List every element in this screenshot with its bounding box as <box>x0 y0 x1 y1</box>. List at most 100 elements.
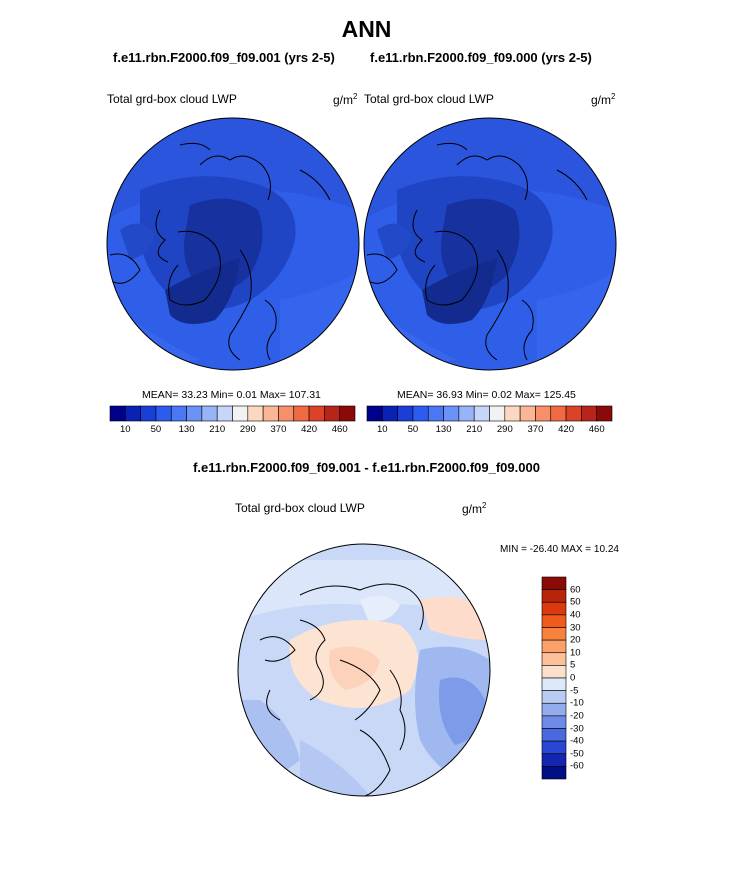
colorbar-swatch <box>581 405 597 422</box>
colorbar-tick-label: 130 <box>435 424 452 435</box>
figure-title: ANN <box>341 16 392 42</box>
colorbar-tick-label: 210 <box>209 424 226 435</box>
colorbar-tick-label: 420 <box>558 424 574 435</box>
colorbar-swatch <box>541 728 567 742</box>
colorbar-swatch <box>170 405 187 422</box>
colorbar-swatch <box>550 405 567 422</box>
map-right <box>363 117 617 371</box>
colorbar-left <box>109 405 356 422</box>
colorbar-tick-label: 210 <box>466 424 483 435</box>
panel-left-units: g/m2 <box>333 92 358 107</box>
colorbar-swatch <box>565 405 582 422</box>
colorbar-swatch <box>473 405 490 422</box>
colorbar-tick-label: 50 <box>570 596 581 608</box>
stats-right: MEAN= 36.93 Min= 0.02 Max= 125.45 <box>397 389 576 401</box>
colorbar-swatch <box>125 405 141 422</box>
coastlines-difference-icon <box>259 583 424 796</box>
colorbar-swatch <box>541 614 567 628</box>
colorbar-tick-label: 130 <box>178 424 195 435</box>
colorbar-swatch <box>186 405 203 422</box>
colorbar-tick-label: 460 <box>331 424 348 435</box>
colorbar-swatch <box>541 702 567 717</box>
panel-right-units: g/m2 <box>591 92 616 107</box>
colorbar-tick-label: 50 <box>150 424 162 435</box>
difference-variable: Total grd-box cloud LWP <box>235 501 365 515</box>
colorbar-swatch <box>519 405 536 422</box>
colorbar-swatch <box>541 627 567 641</box>
colorbar-swatch <box>397 405 414 422</box>
colorbar-swatch <box>541 639 567 654</box>
colorbar-swatch <box>412 405 429 422</box>
colorbar-swatch <box>262 405 279 422</box>
difference-minmax: MIN = -26.40 MAX = 10.24 <box>500 544 619 555</box>
stats-left: MEAN= 33.23 Min= 0.01 Max= 107.31 <box>142 389 321 401</box>
colorbar-swatch <box>541 665 567 679</box>
colorbar-tick-label: -5 <box>570 685 579 697</box>
difference-title: f.e11.rbn.F2000.f09_f09.001 - f.e11.rbn.… <box>193 460 540 475</box>
colorbar-swatch <box>324 405 340 422</box>
colorbar-tick-label: 290 <box>496 424 513 435</box>
colorbar-tick-label: -10 <box>570 697 584 709</box>
panel-right-variable: Total grd-box cloud LWP <box>364 92 494 106</box>
colorbar-tick-label: 370 <box>527 424 544 435</box>
colorbar-right <box>366 405 613 422</box>
colorbar-swatch <box>293 405 310 422</box>
colorbar-tick-label: 20 <box>570 634 581 646</box>
difference-units: g/m2 <box>462 501 487 516</box>
colorbar-swatch <box>140 405 157 422</box>
map-difference <box>237 543 491 797</box>
colorbar-tick-label: -40 <box>570 735 584 747</box>
colorbar-swatch <box>596 405 613 422</box>
case-title-left: f.e11.rbn.F2000.f09_f09.001 (yrs 2-5) <box>113 50 335 65</box>
colorbar-tick-label: -20 <box>570 710 584 722</box>
colorbar-swatch <box>535 405 552 422</box>
colorbar-swatch <box>541 589 567 603</box>
colorbar-tick-label: 10 <box>570 647 581 659</box>
colorbar-tick-label: 460 <box>588 424 605 435</box>
case-title-right: f.e11.rbn.F2000.f09_f09.000 (yrs 2-5) <box>370 50 592 65</box>
colorbar-swatch <box>366 405 383 422</box>
colorbar-swatch <box>541 740 567 755</box>
colorbar-swatch <box>308 405 325 422</box>
colorbar-tick-label: 370 <box>270 424 287 435</box>
colorbar-swatch <box>541 652 567 666</box>
colorbar-tick-label: 0 <box>570 672 576 684</box>
colorbar-swatch <box>541 690 567 704</box>
colorbar-tick-label: 5 <box>570 659 576 671</box>
colorbar-swatch <box>443 405 460 422</box>
colorbar-swatch <box>109 405 126 422</box>
colorbar-swatch <box>278 405 295 422</box>
colorbar-swatch <box>541 576 567 590</box>
colorbar-tick-label: -50 <box>570 748 584 760</box>
colorbar-difference <box>541 576 567 780</box>
colorbar-swatch <box>155 405 172 422</box>
colorbar-swatch <box>541 601 567 616</box>
colorbar-swatch <box>504 405 521 422</box>
colorbar-swatch <box>382 405 398 422</box>
colorbar-tick-label: 10 <box>120 424 131 435</box>
colorbar-swatch <box>247 405 264 422</box>
colorbar-swatch <box>541 753 567 767</box>
colorbar-swatch <box>232 405 249 422</box>
colorbar-swatch <box>541 715 567 729</box>
colorbar-swatch <box>541 677 567 691</box>
colorbar-swatch <box>541 766 567 780</box>
colorbar-tick-label: 10 <box>377 424 388 435</box>
colorbar-tick-label: -60 <box>570 760 584 772</box>
panel-left-variable: Total grd-box cloud LWP <box>107 92 237 106</box>
colorbar-swatch <box>339 405 356 422</box>
colorbar-tick-label: 420 <box>301 424 317 435</box>
map-left <box>106 117 360 371</box>
colorbar-tick-label: 30 <box>570 622 581 633</box>
colorbar-swatch <box>489 405 506 422</box>
colorbar-swatch <box>216 405 233 422</box>
colorbar-tick-label: -30 <box>570 723 584 734</box>
coastlines-left-icon <box>109 142 331 361</box>
colorbar-tick-label: 60 <box>570 584 581 596</box>
colorbar-tick-label: 50 <box>407 424 419 435</box>
colorbar-tick-label: 290 <box>239 424 256 435</box>
colorbar-swatch <box>427 405 444 422</box>
colorbar-tick-label: 40 <box>570 609 581 621</box>
colorbar-swatch <box>458 405 475 422</box>
